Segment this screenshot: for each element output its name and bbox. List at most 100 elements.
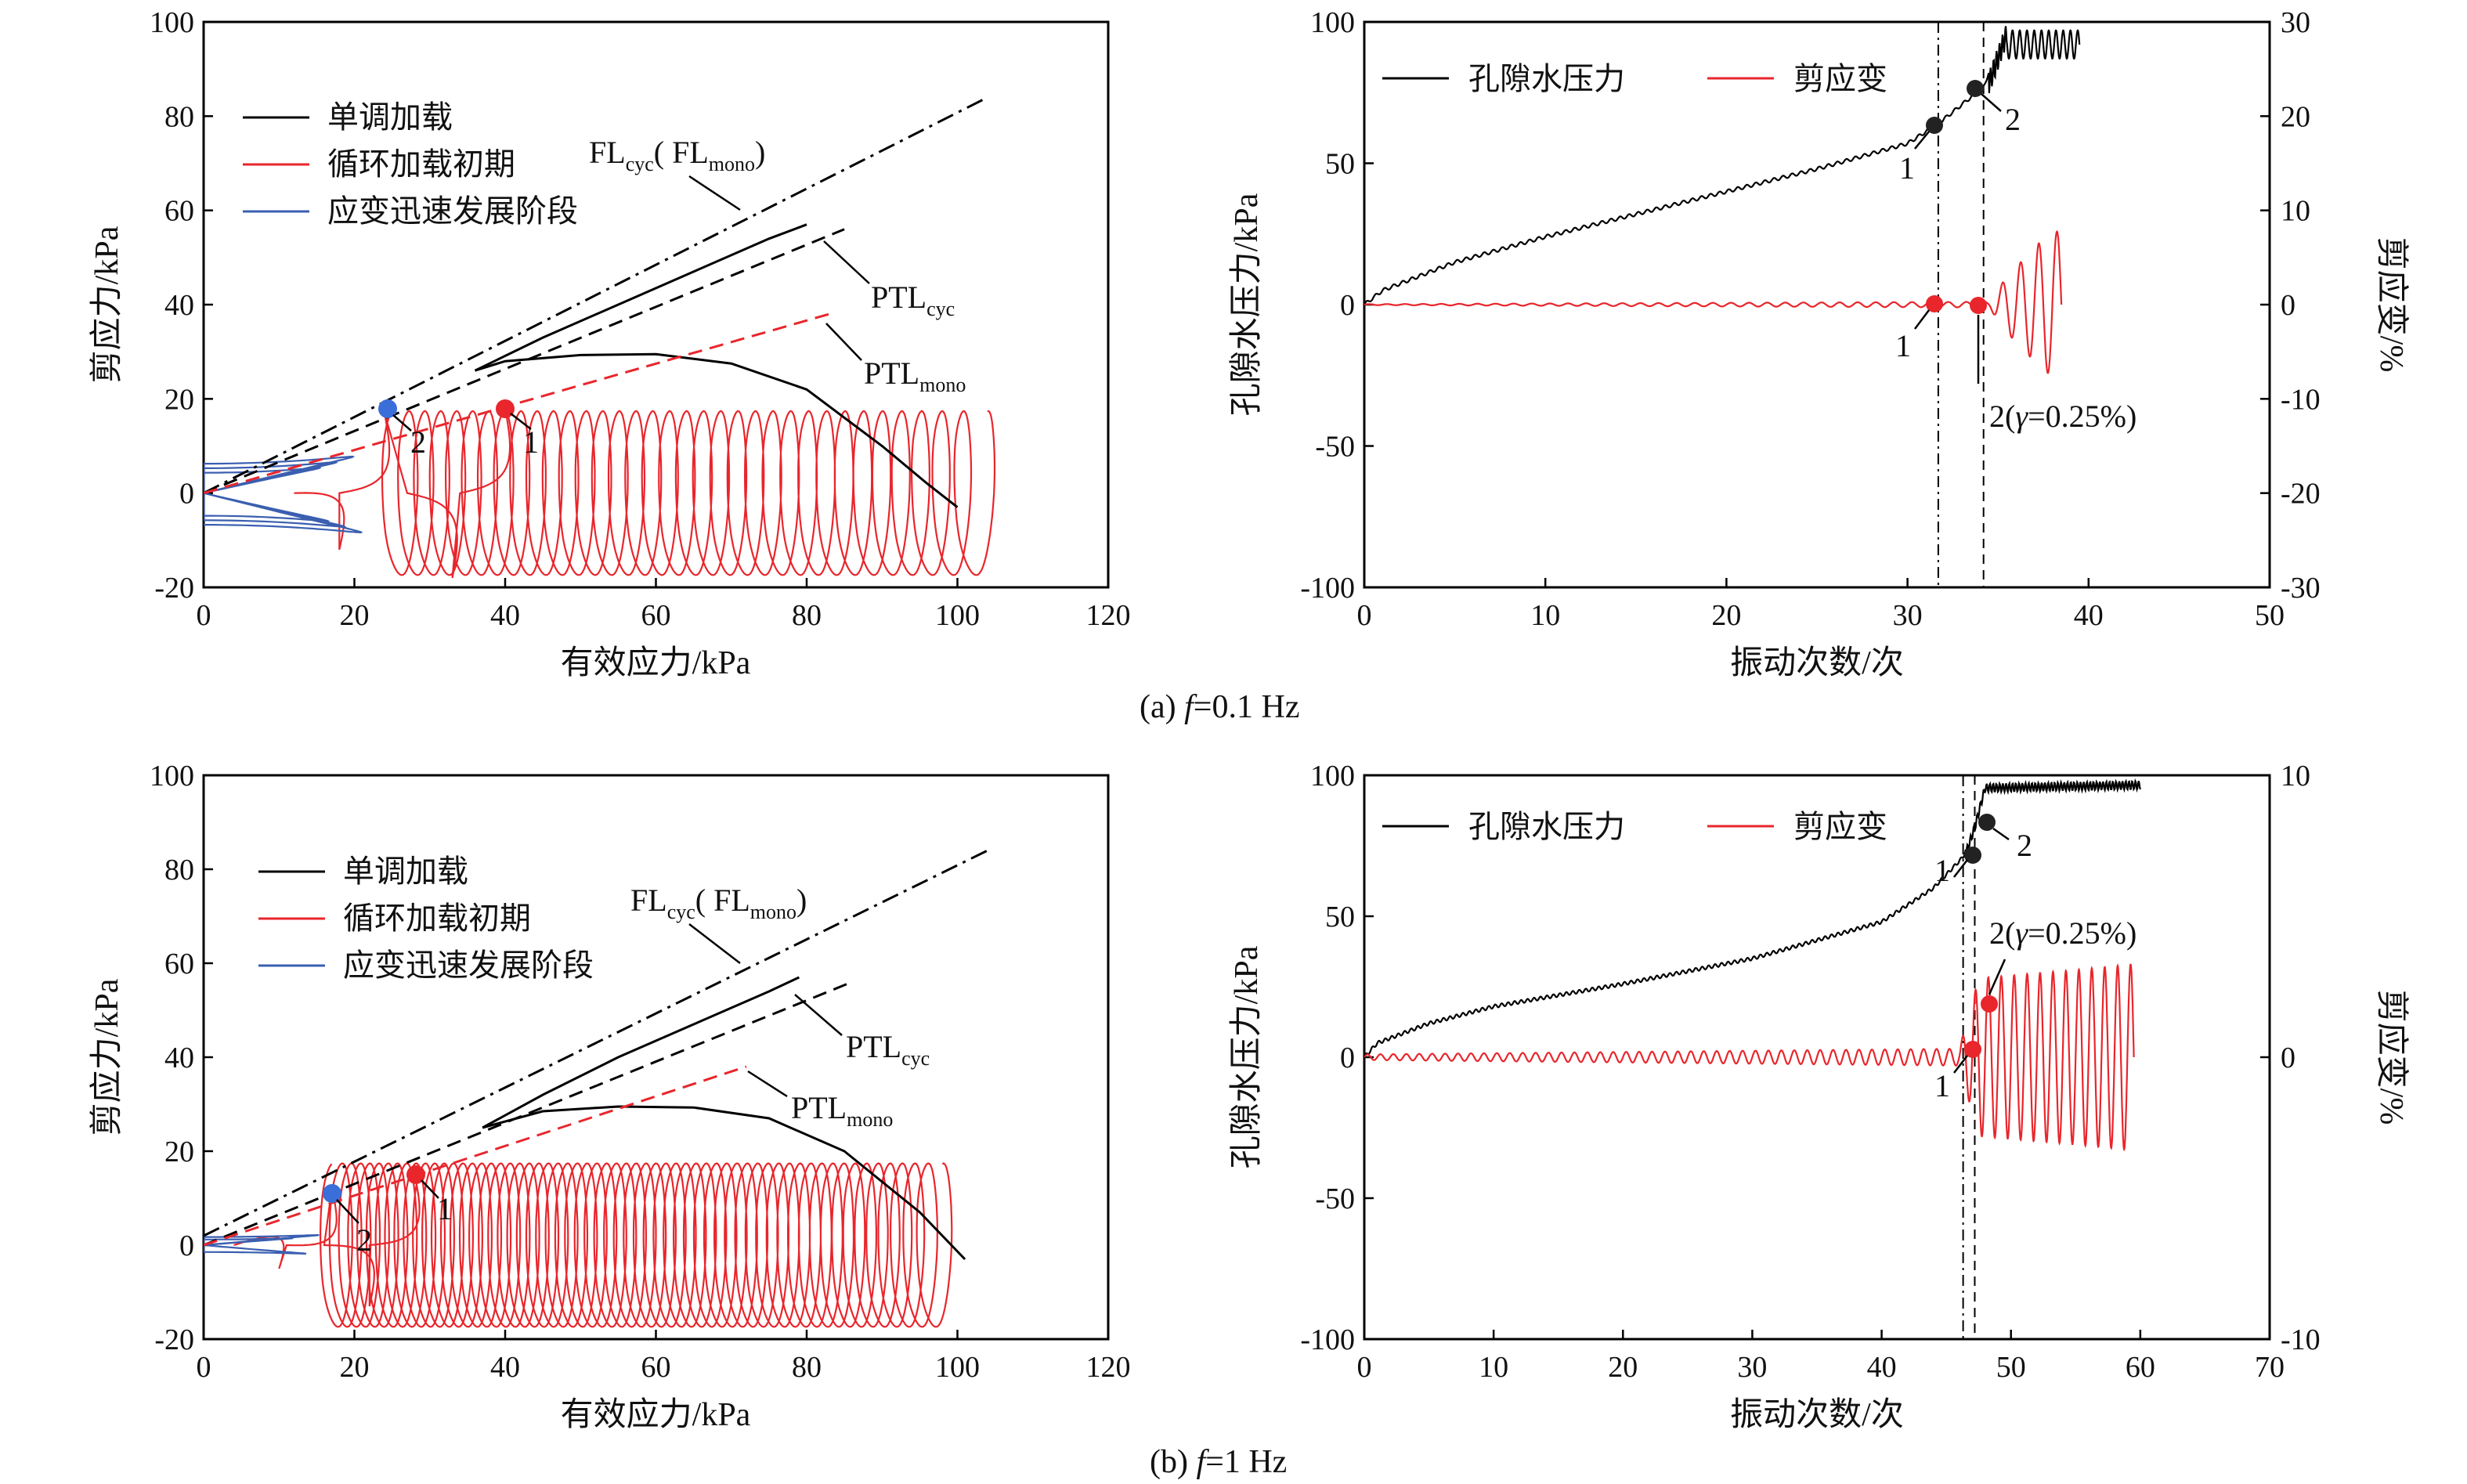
pwp-point-1-label: 1 xyxy=(1934,853,1950,888)
y-tick-label: -50 xyxy=(1315,431,1355,464)
y-axis-label: 孔隙水压力/kPa xyxy=(1229,945,1265,1168)
legend: 孔隙水压力 剪应变 xyxy=(1382,61,1887,96)
series-mono-upper xyxy=(482,976,800,1129)
y2-axis-label: 剪应变/% xyxy=(2373,990,2410,1125)
ptl-mono-label: PTLmono xyxy=(791,1090,893,1131)
y-tick-label: 80 xyxy=(164,100,194,133)
ptl-mono-label: PTLmono xyxy=(864,356,966,396)
point-1 xyxy=(406,1165,425,1184)
series-rapid-development xyxy=(204,1234,320,1255)
caption-b: (b) f=1 Hz xyxy=(1150,1444,1287,1480)
legend: 单调加载 循环加载初期 应变迅速发展阶段 xyxy=(243,99,578,229)
legend-label-strain: 剪应变 xyxy=(1793,61,1887,96)
x-tick-label: 10 xyxy=(1530,599,1560,632)
fl-label: FLcyc( FLmono) xyxy=(630,883,807,923)
y2-tick-label: 20 xyxy=(2281,100,2310,133)
ptl-mono-leader xyxy=(747,1070,788,1098)
strain-point-2-label: 2(γ=0.25%) xyxy=(1989,915,2137,951)
series-cyclic-loops xyxy=(381,410,996,576)
x-axis-label: 振动次数/次 xyxy=(1730,645,1904,681)
series-shear-strain xyxy=(1364,230,2063,374)
series-pore-pressure xyxy=(1364,778,2141,1058)
x-axis-label: 有效应力/kPa xyxy=(561,1396,751,1433)
annotations: 1 2 1 2(γ=0.25%) xyxy=(1934,814,2137,1103)
y2-tick-label: -10 xyxy=(2281,383,2321,416)
x-tick-label: 120 xyxy=(1086,599,1131,632)
y-tick-label: 100 xyxy=(1310,760,1355,793)
y-tick-label: 50 xyxy=(1325,148,1355,181)
x-tick-label: 20 xyxy=(1711,599,1741,632)
point-2-leader xyxy=(336,1199,359,1224)
series-pore-pressure xyxy=(1364,26,2081,305)
legend-label-rapid: 应变迅速发展阶段 xyxy=(327,193,578,229)
x-tick-label: 0 xyxy=(197,599,211,632)
strain-point-2 xyxy=(1970,297,1987,314)
y-tick-label: 50 xyxy=(1325,901,1355,933)
series-shear-strain xyxy=(1364,963,2135,1152)
pwp-point-1-leader xyxy=(1914,131,1930,150)
point-2-label: 2 xyxy=(356,1222,372,1258)
y-tick-label: -20 xyxy=(154,1323,194,1356)
point-2 xyxy=(378,399,397,418)
y-tick-label: 60 xyxy=(164,195,194,228)
point-2 xyxy=(323,1184,341,1203)
x-tick-label: 80 xyxy=(792,1351,822,1384)
pwp-point-2-leader xyxy=(1981,93,2002,112)
x-tick-label: 50 xyxy=(1996,1351,2026,1384)
y-tick-label: 0 xyxy=(179,478,194,511)
line-ptl-mono xyxy=(204,312,830,495)
ptl-cyc-label: PTLcyc xyxy=(871,280,955,320)
legend-label-mono: 单调加载 xyxy=(327,99,453,135)
series-mono-upper xyxy=(474,223,807,372)
y-tick-label: 0 xyxy=(1340,1042,1355,1074)
y2-tick-label: 0 xyxy=(2281,289,2295,322)
x-tick-label: 60 xyxy=(2126,1351,2155,1384)
series-layer xyxy=(1364,22,2081,587)
legend-label-strain: 剪应变 xyxy=(1793,809,1887,844)
strain-point-2-leader xyxy=(1988,959,2006,995)
y-axis-label: 剪应力/kPa xyxy=(88,978,125,1136)
x-tick-label: 20 xyxy=(340,599,370,632)
x-tick-label: 100 xyxy=(935,599,980,632)
x-tick-label: 60 xyxy=(641,1351,671,1384)
legend-label-rapid: 应变迅速发展阶段 xyxy=(343,948,594,983)
x-tick-label: 0 xyxy=(197,1351,211,1384)
legend-label-cyc: 循环加载初期 xyxy=(327,146,515,182)
strain-point-2-label: 2(γ=0.25%) xyxy=(1989,399,2137,434)
strain-point-1 xyxy=(1964,1041,1981,1058)
strain-point-1-label: 1 xyxy=(1895,328,1911,363)
annotations: FLcyc( FLmono) PTLcyc PTLmono 1 2 xyxy=(378,135,966,460)
point-1 xyxy=(496,399,515,418)
panel-a-time-history: 0 10 20 30 40 50-100-50050100-30-20-100102030… xyxy=(1229,6,2410,681)
x-tick-label: 120 xyxy=(1086,1351,1131,1384)
y2-axis-label: 剪应变/% xyxy=(2373,237,2410,373)
annotations: 1 2 1 2(γ=0.25%) xyxy=(1895,80,2137,434)
pwp-point-2-label: 2 xyxy=(2017,828,2032,863)
y-tick-label: 0 xyxy=(1340,289,1355,322)
y-tick-label: -50 xyxy=(1315,1183,1355,1215)
y-tick-label: 100 xyxy=(150,760,194,793)
x-tick-label: 100 xyxy=(935,1351,980,1384)
pwp-point-1-leader xyxy=(1953,859,1968,878)
pwp-point-2 xyxy=(1978,814,1996,831)
y-tick-label: 60 xyxy=(164,948,194,980)
strain-point-2 xyxy=(1981,995,1998,1013)
y-tick-label: 40 xyxy=(164,1042,194,1074)
x-tick-label: 40 xyxy=(2074,599,2104,632)
x-axis-label: 振动次数/次 xyxy=(1730,1397,1904,1433)
pwp-point-1-label: 1 xyxy=(1899,150,1915,186)
legend: 单调加载 循环加载初期 应变迅速发展阶段 xyxy=(258,854,594,983)
x-tick-label: 0 xyxy=(1357,1351,1372,1384)
fl-leader xyxy=(688,923,741,964)
x-tick-label: 80 xyxy=(792,599,822,632)
y2-tick-label: -20 xyxy=(2281,478,2321,511)
x-tick-label: 0 xyxy=(1357,599,1372,632)
pwp-point-1 xyxy=(1964,847,1981,864)
series-rapid-development xyxy=(204,455,363,533)
